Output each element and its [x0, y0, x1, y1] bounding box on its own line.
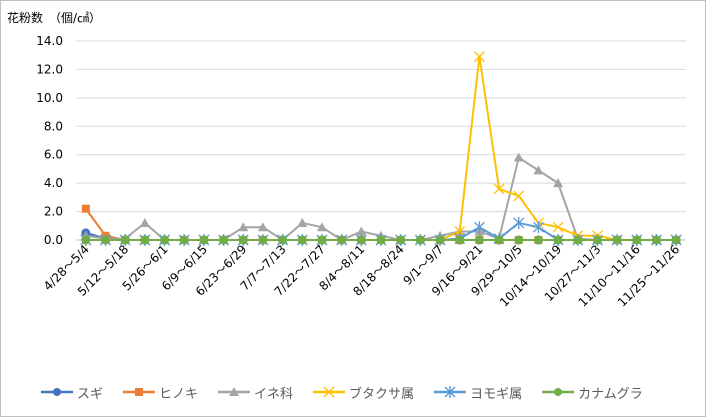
legend-label: カナムグラ — [578, 386, 643, 402]
y-tick-label: 0.0 — [44, 233, 63, 247]
series-6-point — [435, 235, 445, 245]
legend-item: ブタクサ属 — [313, 383, 414, 402]
series-6-point — [514, 235, 524, 245]
legend-item: ヒノキ — [123, 383, 198, 402]
series-6-point — [612, 235, 622, 245]
series-6-point — [494, 235, 504, 245]
series-4-point — [513, 190, 525, 202]
series-6-point — [592, 235, 602, 245]
legend-label: ブタクサ属 — [349, 386, 415, 402]
y-tick-label: 14.0 — [36, 34, 63, 48]
legend-label: スギ — [77, 386, 104, 402]
legend-swatch — [41, 388, 73, 396]
series-3-point — [356, 226, 367, 236]
legend-swatch — [218, 387, 251, 396]
series-3-point — [513, 152, 524, 162]
series-6-point — [297, 235, 307, 245]
series-3-line — [85, 156, 677, 241]
legend-swatch — [434, 386, 467, 398]
series-6-point — [573, 235, 583, 245]
y-axis-unit-label: 花粉数 （個/㎠） — [7, 11, 102, 25]
series-3-point — [139, 217, 150, 227]
series-5-point — [532, 221, 544, 234]
series-6-point — [533, 235, 543, 245]
y-tick-label: 12.0 — [36, 62, 63, 76]
y-tick-label: 10.0 — [36, 91, 63, 105]
series-6-point — [120, 235, 130, 245]
legend-item: スギ — [41, 383, 103, 402]
series-6-point — [199, 235, 209, 245]
series-4-point — [473, 51, 485, 63]
legend-item: カナムグラ — [542, 383, 643, 402]
legend-swatch — [542, 388, 575, 396]
legend-swatch — [123, 388, 156, 396]
series-5-point — [513, 216, 525, 229]
series-6-point — [258, 235, 268, 245]
series-6-point — [179, 235, 189, 245]
series-6-point — [671, 235, 681, 245]
series-4-point — [552, 221, 564, 233]
series-2-point — [81, 204, 90, 213]
legend-item: ヨモギ属 — [434, 383, 522, 402]
series-6-point — [396, 235, 406, 245]
series-6-point — [376, 235, 386, 245]
series-6-point — [651, 235, 661, 245]
series-6-point — [219, 235, 229, 245]
y-tick-label: 6.0 — [44, 148, 63, 162]
legend-label: イネ科 — [254, 386, 294, 402]
legend-swatch — [313, 386, 346, 398]
legend-label: ヒノキ — [159, 386, 199, 402]
legend-item: イネ科 — [218, 383, 293, 402]
series-6-point — [337, 235, 347, 245]
series-6-point — [101, 235, 111, 245]
series-6-point — [632, 235, 642, 245]
series-6-point — [317, 235, 327, 245]
series-6-point — [238, 235, 248, 245]
y-tick-label: 4.0 — [44, 176, 63, 190]
series-6-point — [474, 235, 484, 245]
series-6-point — [140, 235, 150, 245]
series-3-point — [316, 222, 327, 232]
series-5-point — [473, 221, 485, 234]
y-tick-label: 8.0 — [44, 119, 63, 133]
series-6-point — [160, 235, 170, 245]
legend: スギ ヒノキ イネ科 ブタクサ属 ヨモギ属 カナムグラ — [41, 383, 643, 402]
series-3-point — [238, 222, 249, 232]
series-4-line — [85, 55, 677, 241]
series-6-point — [553, 235, 563, 245]
series-3-point — [257, 222, 268, 232]
series-6-point — [415, 235, 425, 245]
series-3-point — [553, 178, 564, 188]
series-6-point — [278, 235, 288, 245]
series-6-point — [455, 235, 465, 245]
series-3-point — [297, 217, 308, 227]
series-6-point — [356, 235, 366, 245]
y-tick-label: 2.0 — [44, 205, 63, 219]
series-6-point — [81, 235, 91, 245]
legend-label: ヨモギ属 — [470, 386, 523, 402]
series-4-point — [493, 183, 505, 195]
series-3-point — [533, 165, 544, 175]
